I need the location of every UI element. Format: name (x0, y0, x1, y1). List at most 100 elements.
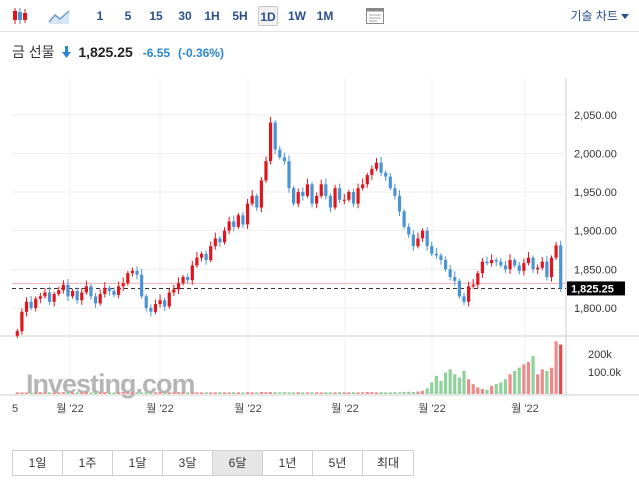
candle-10 (61, 280, 65, 294)
range-selector: 1일 1주 1달 3달 6달 1년 5년 최대 (12, 450, 414, 476)
candle-body-69 (333, 188, 337, 208)
candle-body-84 (402, 211, 406, 227)
range-button-5[interactable]: 1년 (263, 451, 313, 475)
volume-bar-54 (264, 392, 268, 394)
candle-body-50 (245, 203, 250, 225)
x-tick-label-5: 월 '22 (418, 402, 446, 415)
candle-body-96 (457, 280, 461, 297)
volume-bar-66 (319, 392, 323, 394)
range-button-7[interactable]: 최대 (363, 451, 413, 475)
range-button-4[interactable]: 6달 (213, 451, 263, 475)
range-button-2[interactable]: 1달 (113, 451, 163, 475)
candle-42 (209, 241, 213, 263)
timeframe-1w[interactable]: 1W (288, 9, 306, 23)
candle-body-23 (121, 283, 125, 287)
volume-bar-61 (296, 392, 300, 394)
candle-body-28 (144, 296, 148, 308)
candle-48 (236, 212, 240, 230)
candle-body-5 (38, 296, 42, 299)
candlestick-icon[interactable] (10, 6, 30, 26)
tech-chart-button[interactable]: 기술 차트 (571, 7, 629, 24)
candle-53 (259, 176, 263, 213)
candle-body-94 (448, 269, 452, 278)
volume-bar-110 (522, 364, 526, 394)
area-chart-icon[interactable] (48, 6, 70, 26)
candle-body-67 (324, 184, 328, 196)
candle-100 (476, 270, 480, 289)
range-button-6[interactable]: 5년 (313, 451, 363, 475)
indicators-panel-icon[interactable] (365, 6, 385, 26)
range-button-3[interactable]: 3달 (163, 451, 213, 475)
volume-bar-6 (43, 392, 47, 394)
volume-bar-106 (503, 379, 508, 394)
candle-60 (292, 185, 296, 206)
y-tick-label-1: 2,000.00 (574, 148, 617, 160)
candle-61 (296, 188, 300, 208)
candle-body-2 (24, 301, 29, 312)
candle-body-90 (430, 246, 434, 254)
candle-body-111 (526, 257, 531, 264)
volume-bar-89 (425, 388, 429, 394)
candle-69 (333, 184, 337, 210)
candle-76 (365, 172, 369, 188)
candle-body-44 (218, 238, 222, 243)
candle-body-38 (190, 265, 194, 281)
candle-41 (204, 250, 208, 265)
chevron-down-icon (621, 14, 629, 20)
candle-59 (287, 155, 291, 193)
candle-body-1 (20, 311, 24, 332)
candle-body-22 (117, 286, 121, 295)
volume-bar-115 (545, 370, 549, 394)
volume-bar-92 (439, 380, 443, 394)
candle-body-68 (328, 195, 333, 208)
volume-bar-60 (292, 392, 296, 394)
price-change: -6.55 (142, 46, 171, 60)
candle-103 (490, 254, 494, 267)
candle-93 (443, 256, 448, 272)
volume-bar-30 (153, 392, 158, 394)
chart-toolbar: 1 5 15 30 1H 5H 1D 1W 1M 기술 차트 (0, 0, 639, 32)
volume-bar-50 (245, 392, 250, 394)
candle-118 (559, 240, 563, 292)
candle-72 (347, 189, 351, 203)
candle-body-86 (411, 234, 415, 247)
candle-body-33 (167, 292, 171, 307)
volume-bar-8 (52, 392, 56, 394)
range-button-0[interactable]: 1일 (13, 451, 63, 475)
timeframe-15[interactable]: 15 (149, 9, 163, 23)
volume-bar-78 (374, 392, 379, 394)
candle-body-99 (471, 284, 475, 287)
timeframe-30[interactable]: 30 (178, 9, 192, 23)
candle-body-8 (52, 294, 56, 302)
volume-bar-39 (195, 392, 199, 394)
candle-107 (508, 254, 512, 274)
candle-21 (112, 287, 116, 298)
timeframe-1d[interactable]: 1D (258, 6, 278, 26)
candle-110 (522, 258, 526, 276)
candle-29 (149, 304, 153, 317)
timeframe-5[interactable]: 5 (124, 9, 132, 23)
volume-bar-98 (466, 379, 471, 394)
candle-84 (402, 209, 406, 230)
timeframe-1h[interactable]: 1H (204, 9, 220, 23)
volume-bar-69 (333, 392, 337, 394)
volume-bar-5 (38, 392, 42, 394)
timeframe-1m[interactable]: 1M (316, 9, 334, 23)
candle-62 (301, 187, 305, 201)
candle-body-31 (158, 300, 162, 305)
candle-body-95 (453, 277, 457, 281)
volume-bar-37 (186, 392, 190, 394)
volume-bar-107 (508, 374, 512, 394)
volume-bar-80 (384, 392, 388, 394)
price-chart[interactable]: Investing.com 2,050.00 2,000.00 1,950.00 1,… (0, 78, 639, 423)
candles (15, 116, 563, 339)
range-button-1[interactable]: 1주 (63, 451, 113, 475)
volume-bar-31 (158, 392, 162, 394)
volume-bar-85 (407, 391, 411, 394)
timeframe-1[interactable]: 1 (96, 9, 104, 23)
candle-body-48 (236, 215, 240, 227)
candle-body-54 (264, 161, 268, 181)
timeframe-5h[interactable]: 5H (232, 9, 248, 23)
candle-79 (379, 156, 383, 177)
candle-body-35 (176, 283, 181, 290)
